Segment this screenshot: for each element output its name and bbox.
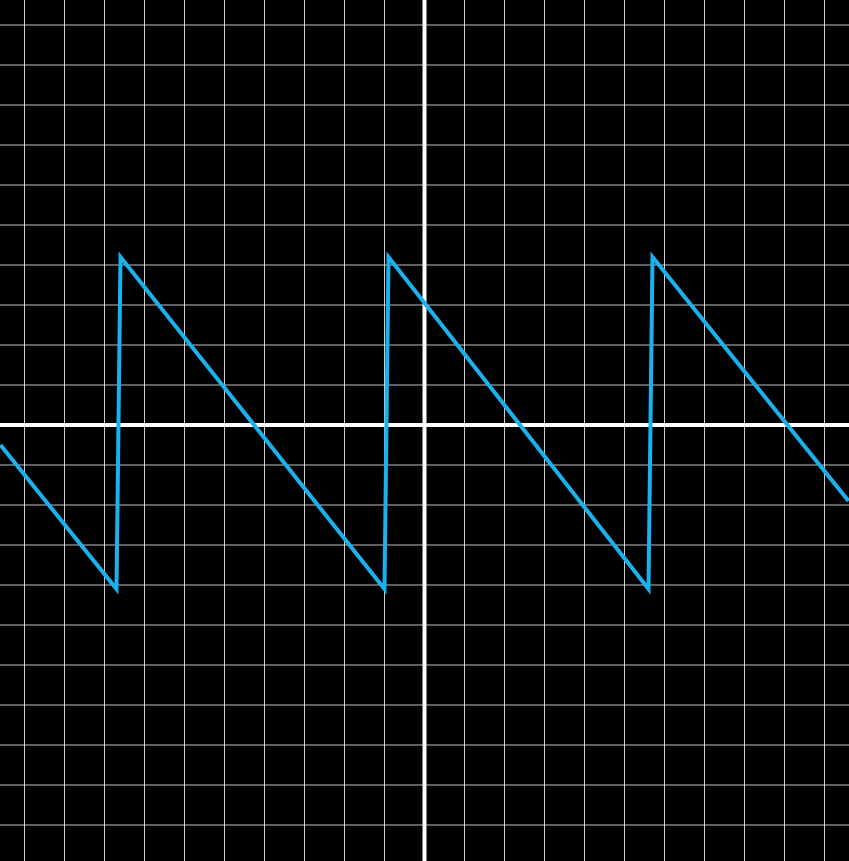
series-layer: [0, 251, 849, 595]
sawtooth-series-line-1: [0, 251, 849, 595]
